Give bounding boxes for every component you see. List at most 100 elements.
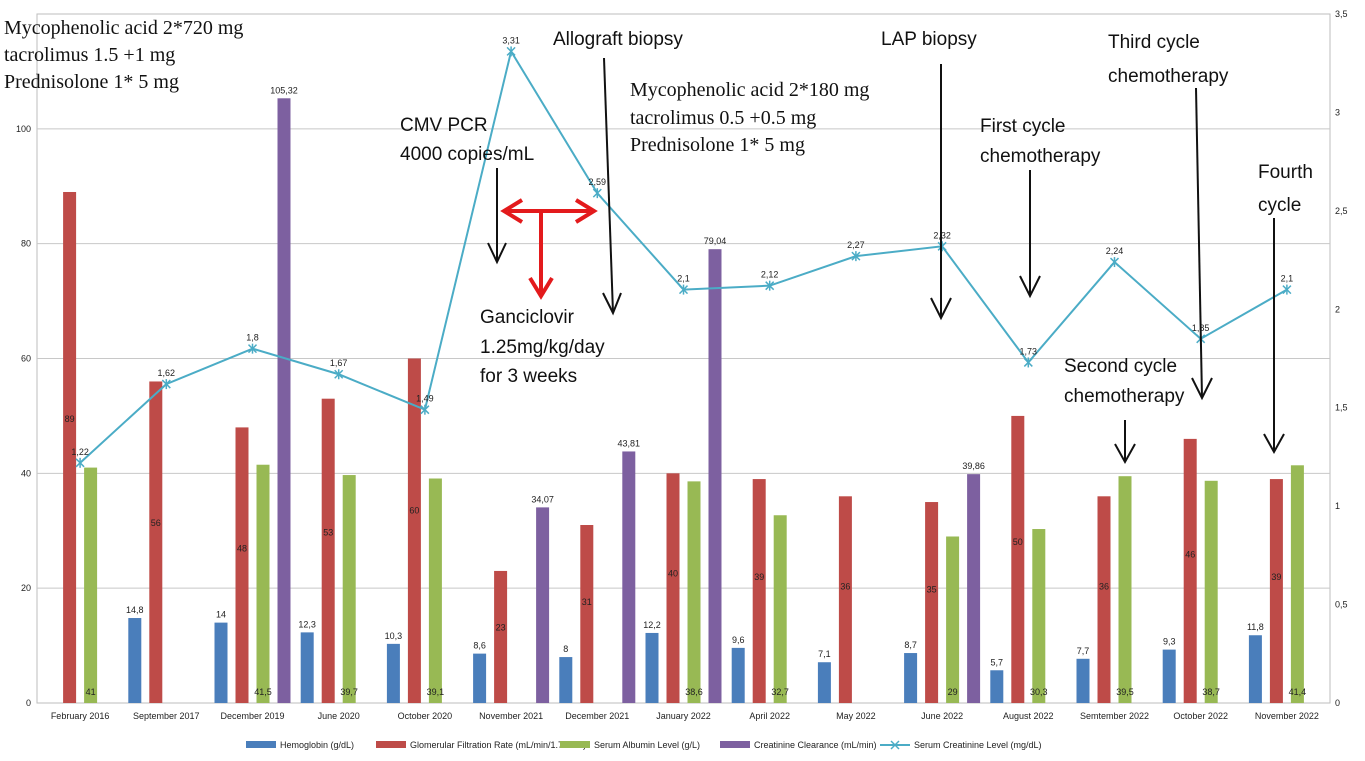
creatinine-point-13	[1109, 257, 1120, 268]
bar-4-11	[967, 474, 981, 703]
annotation-third-cycle: Third cycle chemotherapy	[1108, 32, 1229, 87]
creatinine-point-3	[247, 343, 258, 354]
bar-3-12	[1032, 529, 1046, 703]
legend-label: Hemoglobin (g/dL)	[280, 740, 354, 750]
legend: Hemoglobin (g/dL) Glomerular Filtration R…	[246, 740, 1042, 750]
x-tick-label: November 2021	[479, 711, 543, 721]
allograft-arrow	[602, 57, 622, 316]
legend-swatch	[720, 741, 750, 748]
bar-label: 23	[496, 622, 506, 632]
bar-label: 39,7	[340, 687, 358, 697]
bar-label: 39,1	[427, 687, 445, 697]
creatinine-label: 2,12	[761, 270, 779, 280]
annotation-second-cycle: Second cycle chemotherapy	[1064, 356, 1185, 407]
x-tick-label: December 2019	[220, 711, 284, 721]
left-tick-label: 0	[26, 698, 31, 708]
bar-label: 14,8	[126, 605, 144, 615]
bar-label: 41	[86, 687, 96, 697]
left-tick-label: 60	[21, 354, 31, 364]
first-cycle-line1: First cycle	[980, 116, 1066, 137]
ganciclovir-line3: for 3 weeks	[480, 366, 577, 387]
first-cycle-line2: chemotherapy	[980, 146, 1101, 167]
bar-1-8	[645, 632, 659, 703]
bar-1-9	[731, 647, 745, 703]
x-tick-label: December 2021	[565, 711, 629, 721]
annotation-allograft: Allograft biopsy	[553, 29, 683, 50]
bar-1-10	[817, 662, 831, 703]
regimen2-line2: tacrolimus 0.5 +0.5 mg	[630, 107, 816, 129]
creatinine-label: 1,8	[246, 333, 259, 343]
creatinine-point-12	[1023, 357, 1033, 368]
ganciclovir-line2: 1.25mg/kg/day	[480, 337, 605, 358]
x-tick-label: Semtember 2022	[1080, 711, 1149, 721]
right-tick-label: 3	[1335, 107, 1340, 117]
bar-2-5	[407, 358, 421, 703]
bar-label: 39,86	[962, 461, 985, 471]
annotation-cmv: CMV PCR 4000 copies/mL	[400, 115, 534, 165]
bar-2-3	[235, 427, 249, 703]
bar-2-10	[838, 496, 852, 703]
bar-3-1	[84, 467, 98, 703]
bar-label: 12,3	[298, 619, 316, 629]
creatinine-line: 1,22 1,62 1,8 1,67 1,49 3,31 2,59 2,1 2,12 2,27 2,…	[71, 35, 1293, 468]
right-tick-label: 0	[1335, 698, 1340, 708]
right-axis-ticks: 0 0,5 1 1,5 2 2,5 3 3,5	[1335, 9, 1348, 708]
creatinine-label: 1,73	[1020, 346, 1038, 356]
bar-3-14	[1204, 480, 1218, 703]
third-cycle-arrow	[1191, 87, 1213, 401]
left-axis-ticks: 0 20 40 60 80 100	[16, 124, 31, 708]
regimen2-line1: Mycophenolic acid 2*180 mg	[630, 79, 869, 101]
bar-label: 46	[1185, 550, 1195, 560]
creatinine-label: 1,67	[330, 358, 348, 368]
second-cycle-arrow	[1114, 420, 1136, 465]
bar-label: 5,7	[991, 657, 1004, 667]
cmv-line2: 4000 copies/mL	[400, 144, 534, 165]
bar-label: 38,6	[685, 687, 703, 697]
bar-label: 56	[151, 518, 161, 528]
annotation-first-cycle: First cycle chemotherapy	[980, 116, 1101, 167]
bar-3-8	[687, 481, 701, 703]
bar-label: 8,7	[904, 640, 917, 650]
bar-1-4	[300, 632, 314, 703]
bar-label: 105,32	[270, 85, 298, 95]
regimen1-line3: Prednisolone 1* 5 mg	[4, 71, 179, 93]
bar-label: 7,1	[818, 649, 831, 659]
bar-label: 41,5	[254, 687, 272, 697]
bar-4-7	[622, 451, 636, 703]
legend-swatch	[246, 741, 276, 748]
gridlines	[36, 13, 1331, 704]
creatinine-point-6	[506, 46, 516, 57]
bar-3-5	[428, 478, 442, 703]
right-tick-label: 1,5	[1335, 403, 1348, 413]
bar-1-7	[559, 657, 573, 703]
bar-4-6	[536, 507, 550, 703]
bar-1-6	[473, 653, 487, 703]
bar-label: 38,7	[1202, 687, 1220, 697]
legend-label: Serum Creatinine Level (mg/dL)	[914, 740, 1042, 750]
creatinine-point-10	[851, 251, 861, 262]
bar-label: 14	[216, 610, 226, 620]
regimen2-line3: Prednisolone 1* 5 mg	[630, 134, 805, 156]
right-tick-label: 2	[1335, 304, 1340, 314]
cmv-arrow	[487, 168, 507, 265]
creatinine-point-1	[75, 457, 85, 468]
annotation-regimen2: Mycophenolic acid 2*180 mg tacrolimus 0.…	[630, 79, 869, 156]
bar-label: 8	[563, 644, 568, 654]
bar-2-12	[1011, 415, 1025, 703]
second-cycle-line2: chemotherapy	[1064, 386, 1185, 407]
x-tick-label: May 2022	[836, 711, 876, 721]
bar-2-15	[1269, 479, 1283, 703]
x-tick-label: June 2022	[921, 711, 963, 721]
bar-2-1	[63, 191, 77, 703]
bar-label: 9,6	[732, 635, 745, 645]
legend-swatch	[376, 741, 406, 748]
bar-1-5	[386, 643, 400, 703]
creatinine-point-4	[334, 369, 344, 380]
bar-4-3	[277, 98, 291, 704]
ganciclovir-red-arrow	[500, 198, 598, 300]
regimen1-line1: Mycophenolic acid 2*720 mg	[4, 17, 243, 39]
bar-1-12	[990, 670, 1004, 703]
annotation-arrows	[487, 57, 1285, 465]
bars: 14,8 14 12,3 10,3 8,6 8 12,2 9,6 7,1 8,7 5,7 7,7 9,3…	[63, 85, 1306, 704]
bar-label: 36	[1099, 581, 1109, 591]
